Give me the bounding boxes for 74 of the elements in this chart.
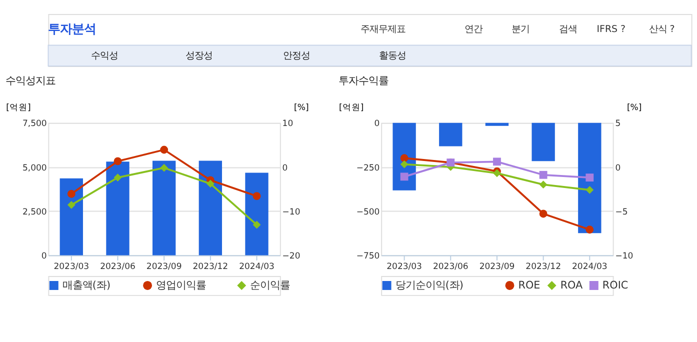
y-tick-label: −250	[356, 163, 380, 174]
text: 산식 ?	[648, 24, 675, 36]
point	[493, 158, 501, 166]
y-tick-label: 0	[374, 119, 380, 130]
legend-label: ROA	[560, 279, 584, 292]
x-tick-label: 2023/09	[146, 262, 182, 272]
point	[67, 200, 76, 209]
point	[586, 174, 594, 182]
x-tick-label: 2023/12	[526, 262, 561, 272]
y2-tick-label: −5	[615, 207, 628, 218]
y2-tick-label: 0	[615, 163, 621, 174]
text: 투자분석	[48, 22, 96, 36]
x-tick-label: 2023/03	[54, 262, 90, 272]
point	[539, 180, 548, 189]
y2-tick-label: 0	[282, 163, 288, 174]
point	[114, 174, 122, 182]
chart-title: 수익성지표	[6, 75, 56, 88]
legend-label: 순이익률	[250, 279, 290, 292]
text: 성장성	[185, 50, 212, 62]
text: 수익성	[90, 50, 118, 62]
bar	[245, 172, 268, 256]
point	[539, 170, 548, 179]
y-axis-title: [억원]	[339, 103, 364, 114]
text: 활동성	[379, 50, 406, 62]
chart-title: 투자수익률	[338, 75, 389, 88]
point	[400, 172, 408, 181]
point	[400, 160, 408, 168]
bar	[106, 162, 130, 256]
legend-label: ROE	[518, 279, 540, 292]
legend-label: ROIC	[602, 279, 628, 292]
y-tick-label: −500	[356, 207, 380, 218]
point	[400, 154, 408, 162]
point	[160, 146, 168, 154]
bar	[152, 160, 176, 256]
point	[160, 164, 168, 172]
y-axis-title: [억원]	[6, 103, 31, 114]
text: 분기	[512, 24, 530, 36]
y-tick-label: −750	[356, 252, 380, 262]
x-tick-label: 2023/12	[192, 262, 228, 272]
point	[67, 190, 76, 198]
legend-label: 당기순이익(좌)	[395, 279, 464, 292]
y-tick-label: 2,500	[22, 207, 47, 218]
y2-tick-label: 5	[615, 119, 621, 130]
text: 연간	[464, 24, 482, 36]
text: IFRS ?	[596, 24, 626, 36]
bar	[198, 160, 222, 256]
y2-tick-label: 10	[282, 119, 294, 130]
bar	[60, 178, 83, 256]
point	[586, 226, 594, 234]
x-tick-label: 2024/03	[239, 262, 274, 272]
x-tick-label: 2023/06	[432, 262, 468, 272]
point	[114, 157, 122, 166]
y-tick-label: 7,500	[22, 119, 47, 130]
y-tick-label: 5,000	[22, 163, 47, 174]
legend-label: 영업이익률	[156, 279, 206, 292]
y2-tick-label: −20	[282, 252, 300, 262]
y2-tick-label: −10	[615, 252, 634, 262]
legend-label: 매출액(좌)	[62, 279, 111, 292]
point	[252, 192, 261, 200]
point	[252, 220, 261, 229]
y-tick-label: 0	[41, 252, 47, 262]
x-tick-label: 2023/09	[479, 262, 515, 272]
text: 안정성	[282, 50, 310, 62]
y2-axis-title: [%]	[294, 103, 309, 114]
x-tick-label: 2023/06	[100, 262, 136, 272]
y2-tick-label: −10	[282, 207, 300, 218]
point	[206, 180, 214, 188]
text: 주재무제표	[360, 24, 406, 36]
x-tick-label: 2024/03	[572, 262, 608, 272]
y2-axis-title: [%]	[626, 103, 642, 114]
point	[586, 186, 594, 194]
text: 검색	[558, 24, 577, 36]
point	[539, 210, 548, 218]
x-tick-label: 2023/03	[386, 262, 422, 272]
